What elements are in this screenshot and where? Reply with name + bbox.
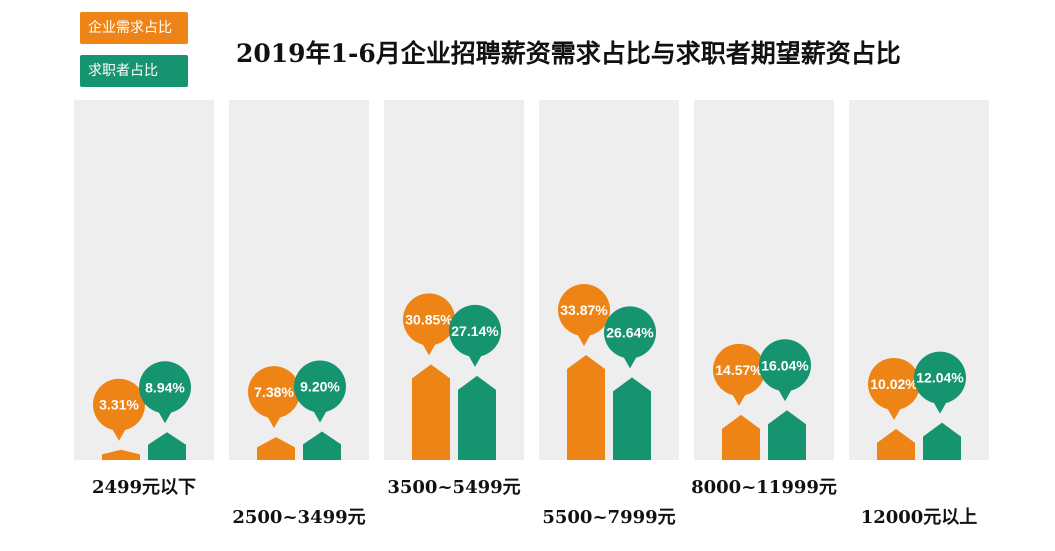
expected-data-label: 12.04% bbox=[916, 370, 964, 386]
demand-bubble bbox=[868, 357, 920, 410]
expected-data-label: 8.94% bbox=[145, 379, 185, 395]
category-panel bbox=[384, 100, 524, 460]
expected-data-label: 16.04% bbox=[761, 357, 809, 373]
demand-data-label: 14.57% bbox=[715, 362, 763, 378]
expected-data-label: 27.14% bbox=[451, 323, 499, 339]
demand-bar bbox=[567, 355, 605, 460]
demand-bubble bbox=[248, 366, 300, 419]
category-label: 8000~11999元 bbox=[691, 477, 837, 498]
demand-bar bbox=[877, 428, 915, 460]
expected-bubble bbox=[294, 360, 346, 413]
category-panel bbox=[539, 100, 679, 460]
demand-bubble bbox=[93, 378, 145, 431]
demand-data-label: 33.87% bbox=[560, 302, 608, 318]
legend-expected: 求职者占比 bbox=[80, 55, 188, 87]
expected-bubble bbox=[914, 351, 966, 404]
category-label: 2499元以下 bbox=[92, 477, 196, 498]
demand-bubble bbox=[403, 293, 455, 346]
demand-data-label: 3.31% bbox=[99, 397, 139, 413]
category-label: 2500~3499元 bbox=[232, 507, 365, 528]
demand-bar bbox=[102, 449, 140, 460]
expected-bar bbox=[303, 431, 341, 460]
demand-data-label: 10.02% bbox=[870, 376, 918, 392]
legend-expected-label: 求职者占比 bbox=[88, 63, 158, 79]
demand-bubble bbox=[713, 343, 765, 396]
expected-bar bbox=[768, 410, 806, 460]
category-panel bbox=[849, 100, 989, 460]
category-label: 12000元以上 bbox=[861, 507, 978, 528]
demand-bar bbox=[722, 414, 760, 460]
expected-bar bbox=[148, 432, 186, 460]
expected-data-label: 9.20% bbox=[300, 378, 340, 394]
category-panel bbox=[694, 100, 834, 460]
legend-demand-label: 企业需求占比 bbox=[88, 20, 172, 36]
expected-bar bbox=[458, 375, 496, 460]
demand-data-label: 30.85% bbox=[405, 311, 453, 327]
expected-bubble bbox=[759, 339, 811, 392]
expected-bubble bbox=[604, 306, 656, 359]
expected-data-label: 26.64% bbox=[606, 324, 654, 340]
category-label: 5500~7999元 bbox=[542, 507, 675, 528]
category-label: 3500~5499元 bbox=[387, 477, 520, 498]
category-panel bbox=[229, 100, 369, 460]
legend-demand: 企业需求占比 bbox=[80, 12, 188, 44]
demand-data-label: 7.38% bbox=[254, 384, 294, 400]
expected-bubble bbox=[449, 304, 501, 357]
expected-bubble bbox=[139, 361, 191, 414]
expected-bar bbox=[613, 377, 651, 460]
expected-bar bbox=[923, 422, 961, 460]
demand-bar bbox=[412, 364, 450, 460]
chart-title: 2019年1-6月企业招聘薪资需求占比与求职者期望薪资占比 bbox=[236, 39, 901, 68]
demand-bar bbox=[257, 437, 295, 460]
demand-bubble bbox=[558, 284, 610, 337]
